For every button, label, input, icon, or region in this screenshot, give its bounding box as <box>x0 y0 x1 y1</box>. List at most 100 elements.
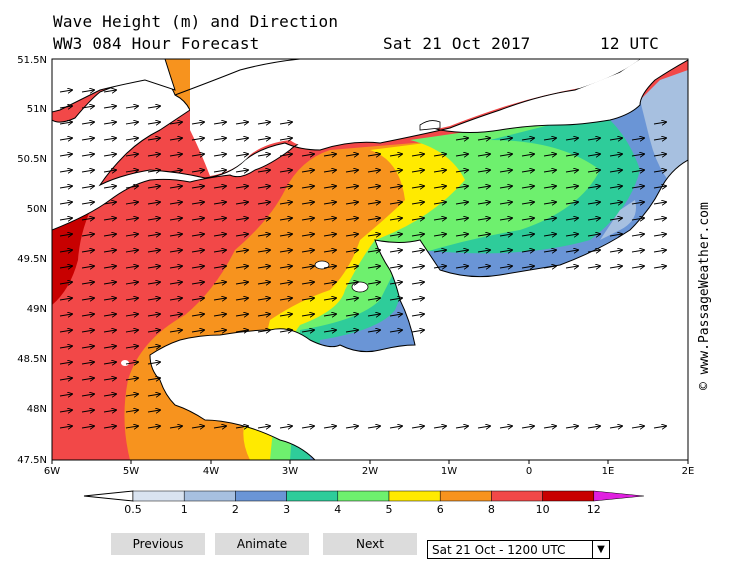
direction-arrow <box>367 426 380 428</box>
direction-arrow <box>59 362 72 364</box>
direction-arrow <box>543 426 556 428</box>
animate-button[interactable]: Animate <box>215 533 309 555</box>
direction-arrow <box>169 282 182 284</box>
direction-arrow <box>213 426 226 428</box>
direction-arrow <box>59 298 72 300</box>
direction-arrow <box>367 234 380 236</box>
direction-arrow <box>653 218 666 220</box>
next-button[interactable]: Next <box>323 533 417 555</box>
direction-arrow <box>59 346 72 348</box>
direction-arrow <box>257 314 270 316</box>
direction-arrow <box>609 154 622 156</box>
direction-arrow <box>587 250 600 252</box>
direction-arrow <box>103 362 116 364</box>
lon-label: 1E <box>602 466 615 477</box>
direction-arrow <box>367 170 380 172</box>
direction-arrow <box>213 138 226 140</box>
direction-arrow <box>147 218 160 220</box>
direction-arrow <box>147 410 160 412</box>
direction-arrow <box>279 426 292 428</box>
direction-arrow <box>59 170 72 172</box>
direction-arrow <box>103 378 116 380</box>
direction-arrow <box>345 426 358 428</box>
direction-arrow <box>125 330 138 332</box>
direction-arrow <box>191 250 204 252</box>
direction-arrow <box>323 250 336 252</box>
latitude-axis: 51.5N 51N 50.5N 50N 49.5N 49N 48.5N 48N … <box>17 55 47 466</box>
direction-arrow <box>433 202 446 204</box>
direction-arrow <box>653 250 666 252</box>
direction-arrow <box>345 298 358 300</box>
direction-arrow <box>59 266 72 268</box>
direction-arrow <box>301 170 314 172</box>
land-wales <box>52 59 176 113</box>
direction-arrow <box>323 298 336 300</box>
direction-arrow <box>609 234 622 236</box>
direction-arrow <box>103 298 116 300</box>
direction-arrow <box>411 218 424 220</box>
direction-arrow <box>125 394 138 396</box>
direction-arrow <box>345 170 358 172</box>
previous-button[interactable]: Previous <box>111 533 205 555</box>
direction-arrow <box>477 138 490 140</box>
direction-arrow <box>455 234 468 236</box>
direction-arrow <box>147 266 160 268</box>
lat-label: 51.5N <box>17 55 47 66</box>
chevron-down-icon[interactable]: ▼ <box>592 541 609 558</box>
direction-arrow <box>499 138 512 140</box>
forecast-time-select[interactable]: Sat 21 Oct - 1200 UTC ▼ <box>427 540 610 559</box>
lat-label: 49.5N <box>17 254 47 265</box>
direction-arrow <box>345 282 358 284</box>
direction-arrow <box>301 314 314 316</box>
direction-arrow <box>81 170 94 172</box>
direction-arrow <box>235 330 248 332</box>
direction-arrow <box>125 154 138 156</box>
direction-arrow <box>59 90 72 92</box>
direction-arrow <box>455 426 468 428</box>
direction-arrow <box>433 234 446 236</box>
direction-arrow <box>191 218 204 220</box>
legend-label: 6 <box>437 503 444 516</box>
direction-arrow <box>103 330 116 332</box>
legend-label: 12 <box>587 503 601 516</box>
direction-arrow <box>301 282 314 284</box>
direction-arrow <box>279 298 292 300</box>
direction-arrow <box>81 202 94 204</box>
direction-arrow <box>103 122 116 124</box>
direction-arrow <box>411 266 424 268</box>
sea-band-lightblue <box>640 59 688 200</box>
direction-arrow <box>81 282 94 284</box>
land-france <box>149 159 688 460</box>
direction-arrow <box>631 170 644 172</box>
direction-arrow <box>103 170 116 172</box>
direction-arrow <box>477 154 490 156</box>
direction-arrow <box>213 202 226 204</box>
direction-arrow <box>103 106 116 108</box>
direction-arrow <box>103 202 116 204</box>
direction-arrow <box>103 426 116 428</box>
direction-arrow <box>125 298 138 300</box>
direction-arrow <box>477 266 490 268</box>
direction-arrow <box>103 314 116 316</box>
direction-arrow <box>81 218 94 220</box>
direction-arrow <box>367 282 380 284</box>
direction-arrow <box>499 426 512 428</box>
direction-arrow <box>345 202 358 204</box>
direction-arrow <box>169 154 182 156</box>
direction-arrow <box>125 234 138 236</box>
direction-arrow <box>653 170 666 172</box>
direction-arrow <box>587 426 600 428</box>
direction-arrow <box>125 202 138 204</box>
direction-arrow <box>609 186 622 188</box>
direction-arrow <box>235 186 248 188</box>
direction-arrow <box>521 186 534 188</box>
direction-arrow <box>301 154 314 156</box>
direction-arrow <box>543 186 556 188</box>
lon-label: 2W <box>362 466 378 477</box>
direction-arrow <box>103 346 116 348</box>
lon-label: 6W <box>44 466 60 477</box>
direction-arrow <box>59 202 72 204</box>
direction-arrow <box>147 394 160 396</box>
lat-label: 48.5N <box>17 354 47 365</box>
direction-arrow <box>499 250 512 252</box>
